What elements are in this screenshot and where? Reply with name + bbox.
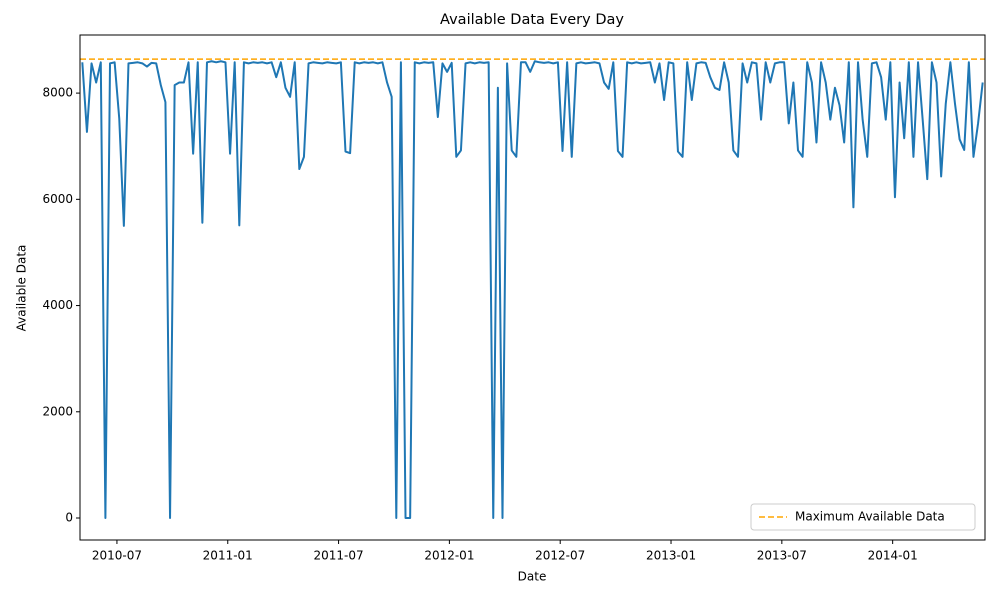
- y-axis-label: Available Data: [15, 245, 29, 332]
- y-tick-label: 4000: [42, 298, 73, 312]
- x-tick-label: 2011-07: [314, 549, 364, 563]
- x-tick-label: 2010-07: [92, 549, 142, 563]
- x-tick-label: 2014-01: [868, 549, 918, 563]
- legend-label: Maximum Available Data: [795, 510, 945, 524]
- y-tick-label: 0: [65, 511, 73, 525]
- x-tick-label: 2012-01: [424, 549, 474, 563]
- x-tick-label: 2013-07: [757, 549, 807, 563]
- data-line: [81, 60, 984, 520]
- plot-frame: [79, 34, 986, 541]
- y-tick-label: 2000: [42, 404, 73, 418]
- x-tick-label: 2012-07: [535, 549, 585, 563]
- x-tick-label: 2011-01: [203, 549, 253, 563]
- y-tick-label: 6000: [42, 192, 73, 206]
- x-axis-label: Date: [518, 570, 547, 584]
- x-tick-label: 2013-01: [646, 549, 696, 563]
- y-tick-label: 8000: [42, 86, 73, 100]
- legend-box: [750, 503, 976, 531]
- chart-title: Available Data Every Day: [440, 12, 624, 28]
